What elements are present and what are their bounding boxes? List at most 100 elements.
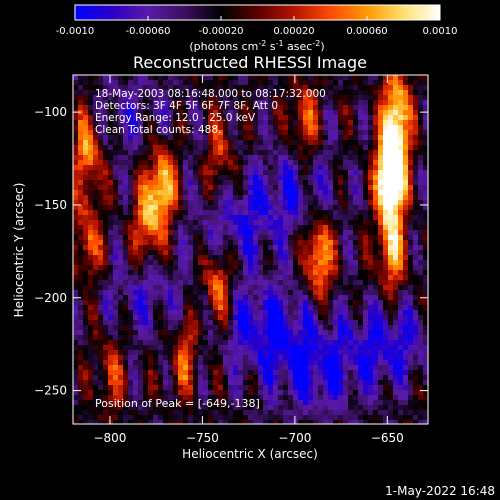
heatmap-cell [108,190,113,195]
heatmap-cell [93,330,98,335]
heatmap-cell [243,240,248,245]
heatmap-cell [298,110,303,115]
heatmap-cell [263,225,268,230]
heatmap-cell [73,360,78,365]
heatmap-cell [123,240,128,245]
heatmap-cell [358,140,363,145]
heatmap-cell [258,410,263,415]
heatmap-cell [333,260,338,265]
heatmap-cell [378,80,383,85]
heatmap-cell [413,115,418,120]
heatmap-cell [178,105,183,110]
heatmap-cell [303,125,308,130]
heatmap-cell [138,255,143,260]
heatmap-cell [278,305,283,310]
heatmap-cell [143,170,148,175]
heatmap-cell [178,400,183,405]
heatmap-cell [83,365,88,370]
heatmap-cell [263,270,268,275]
heatmap-cell [278,85,283,90]
heatmap-cell [108,155,113,160]
heatmap-cell [273,165,278,170]
heatmap-cell [273,310,278,315]
heatmap-cell [188,325,193,330]
heatmap-cell [158,110,163,115]
heatmap-cell [283,340,288,345]
heatmap-cell [398,245,403,250]
heatmap-cell [123,355,128,360]
heatmap-cell [103,190,108,195]
heatmap-cell [418,405,423,410]
heatmap-cell [313,220,318,225]
heatmap-cell [333,125,338,130]
heatmap-cell [403,170,408,175]
heatmap-cell [193,230,198,235]
heatmap-cell [303,280,308,285]
heatmap-cell [128,230,133,235]
heatmap-cell [333,220,338,225]
heatmap-cell [203,205,208,210]
heatmap-cell [363,360,368,365]
heatmap-cell [333,240,338,245]
heatmap-cell [313,230,318,235]
heatmap-cell [148,120,153,125]
heatmap-cell [283,195,288,200]
heatmap-cell [73,195,78,200]
heatmap-cell [353,160,358,165]
heatmap-cell [158,265,163,270]
heatmap-cell [373,260,378,265]
heatmap-cell [323,210,328,215]
heatmap-cell [393,285,398,290]
heatmap-cell [293,130,298,135]
heatmap-cell [183,100,188,105]
heatmap-cell [233,295,238,300]
heatmap-cell [118,150,123,155]
heatmap-cell [308,75,313,80]
heatmap-cell [113,145,118,150]
heatmap-cell [93,290,98,295]
heatmap-cell [178,245,183,250]
heatmap-cell [288,150,293,155]
heatmap-cell [363,155,368,160]
heatmap-cell [228,300,233,305]
heatmap-cell [248,420,253,424]
heatmap-cell [298,365,303,370]
heatmap-cell [118,270,123,275]
heatmap-cell [323,385,328,390]
heatmap-cell [318,200,323,205]
heatmap-cell [218,285,223,290]
heatmap-cell [238,270,243,275]
heatmap-cell [178,145,183,150]
heatmap-cell [323,180,328,185]
heatmap-cell [88,270,93,275]
heatmap-cell [73,260,78,265]
heatmap-cell [348,235,353,240]
heatmap-cell [248,270,253,275]
heatmap-cell [323,190,328,195]
heatmap-cell [338,190,343,195]
heatmap-cell [353,170,358,175]
heatmap-cell [343,295,348,300]
heatmap-cell [253,175,258,180]
heatmap-cell [198,335,203,340]
heatmap-cell [213,270,218,275]
heatmap-cell [103,230,108,235]
heatmap-cell [333,420,338,424]
heatmap-cell [348,80,353,85]
heatmap-cell [233,195,238,200]
heatmap-cell [193,160,198,165]
heatmap-cell [253,150,258,155]
heatmap-cell [243,140,248,145]
heatmap-cell [93,225,98,230]
heatmap-cell [78,225,83,230]
heatmap-cell [198,200,203,205]
heatmap-cell [198,395,203,400]
heatmap-cell [398,235,403,240]
heatmap-cell [153,380,158,385]
heatmap-cell [328,190,333,195]
heatmap-cell [358,345,363,350]
heatmap-cell [228,395,233,400]
heatmap-cell [383,200,388,205]
heatmap-cell [158,365,163,370]
heatmap-cell [393,90,398,95]
